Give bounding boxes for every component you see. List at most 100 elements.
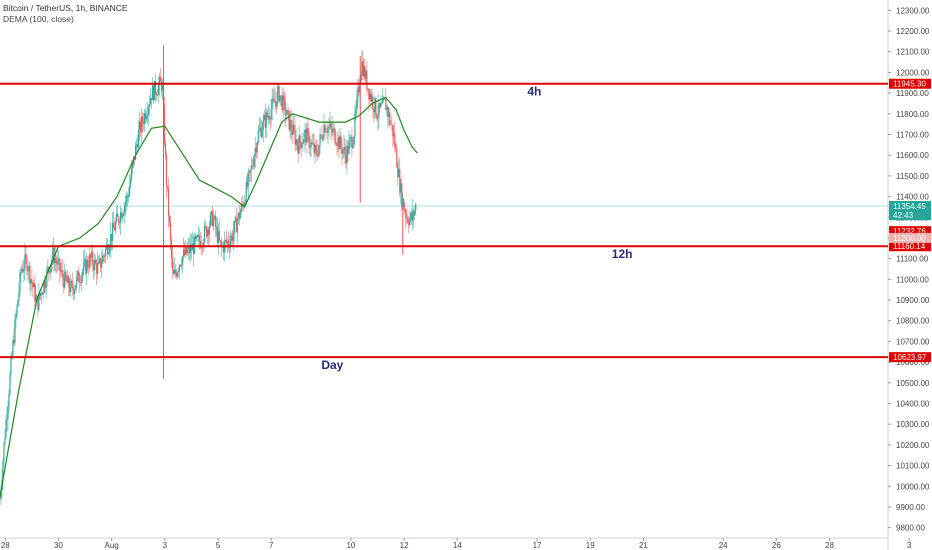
candle-body [168,188,169,215]
candle-body [288,110,289,111]
candle-body [26,257,27,271]
price-tag-text: 11160.14 [893,242,926,251]
candle-body [318,145,319,155]
candle-body [97,263,98,273]
x-tick-label: 24 [719,541,728,550]
candle-body [123,213,124,215]
y-tick-label: 10700.00 [896,337,930,346]
x-tick-label: 28 [825,541,834,550]
candle-body [210,215,211,227]
candle-body [142,117,143,123]
candle-body [177,272,178,276]
candle-body [263,120,264,131]
candle-body [131,168,132,179]
zone-label-day: Day [321,358,343,372]
price-tag-text: 11945.30 [893,80,926,89]
candle-body [76,276,77,285]
candle-body [316,150,317,155]
candle-body [4,438,5,443]
candle-body [272,99,273,109]
candle-body [335,142,336,144]
price-marker-text: 11354.45 [893,202,926,211]
y-tick-label: 12200.00 [896,27,930,36]
candle-body [55,258,56,261]
candle-body [138,130,139,148]
candle-body [354,113,355,136]
candle-body [15,315,16,319]
candle-body [253,166,254,167]
x-tick-label: Aug [105,541,119,550]
y-tick-label: 11000.00 [896,275,929,284]
candle-body [406,218,407,219]
candle-body [101,263,102,268]
candle-body [342,150,343,154]
y-tick-label: 12100.00 [896,48,930,57]
y-tick-label: 10900.00 [896,296,930,305]
candle-body [327,127,328,132]
candle-body [381,103,382,104]
candle-body [258,131,259,143]
candle-body [147,115,148,116]
candle-body [87,260,88,267]
candle-body [95,260,96,264]
candle-body [31,279,32,283]
x-tick-label: 3 [907,541,912,550]
candle-body [160,77,161,81]
candle-body [348,141,349,153]
candle-body [62,270,63,278]
candle-body [98,261,99,263]
candle-body [105,249,106,256]
candle-body [284,96,285,100]
price-tag-4h: 11945.30 [889,79,931,89]
candle-body [14,319,15,343]
y-tick-label: 11500.00 [896,172,929,181]
candle-body [148,107,149,115]
candle-body [220,240,221,242]
candle-body [324,125,325,132]
candle-body [25,255,26,258]
candle-body [349,138,350,141]
candle-body [209,226,210,235]
candle-body [146,116,147,119]
candle-body [280,96,281,101]
x-tick-label: 17 [533,541,542,550]
price-marker-text: 11200.00 [893,234,926,243]
candle-body [59,259,60,272]
candle-body [286,115,287,116]
y-tick-label: 11900.00 [896,89,929,98]
y-tick-label: 11600.00 [896,151,929,160]
candle-body [352,145,353,148]
candle-body [340,136,341,146]
dema-line [0,97,417,496]
candle-body [297,140,298,146]
candle-body [20,272,21,273]
candle-body [5,420,6,438]
x-tick-label: 5 [216,541,221,550]
candle-body [113,223,114,228]
candle-body [3,443,4,461]
candle-body [82,271,83,275]
candle-body [6,419,7,420]
candle-body [115,222,116,230]
candle-body [182,257,183,266]
y-tick-label: 11100.00 [896,255,929,264]
zone-label-4h: 4h [527,85,541,99]
candle-body [309,147,310,148]
candle-body [179,265,180,271]
candle-body [307,128,308,132]
candle-body [403,199,404,209]
price-marker-text: 42:43 [893,211,914,220]
candle-body [366,71,367,89]
candle-body [17,300,18,305]
candle-body [404,209,405,212]
candle-body [219,231,220,240]
candle-body [303,133,304,141]
candle-body [74,289,75,294]
candle-body [213,218,214,226]
candle-body [380,104,381,108]
candle-body [135,146,136,160]
x-tick-label: 3 [163,541,168,550]
candle-body [414,210,415,216]
candle-body [10,358,11,375]
